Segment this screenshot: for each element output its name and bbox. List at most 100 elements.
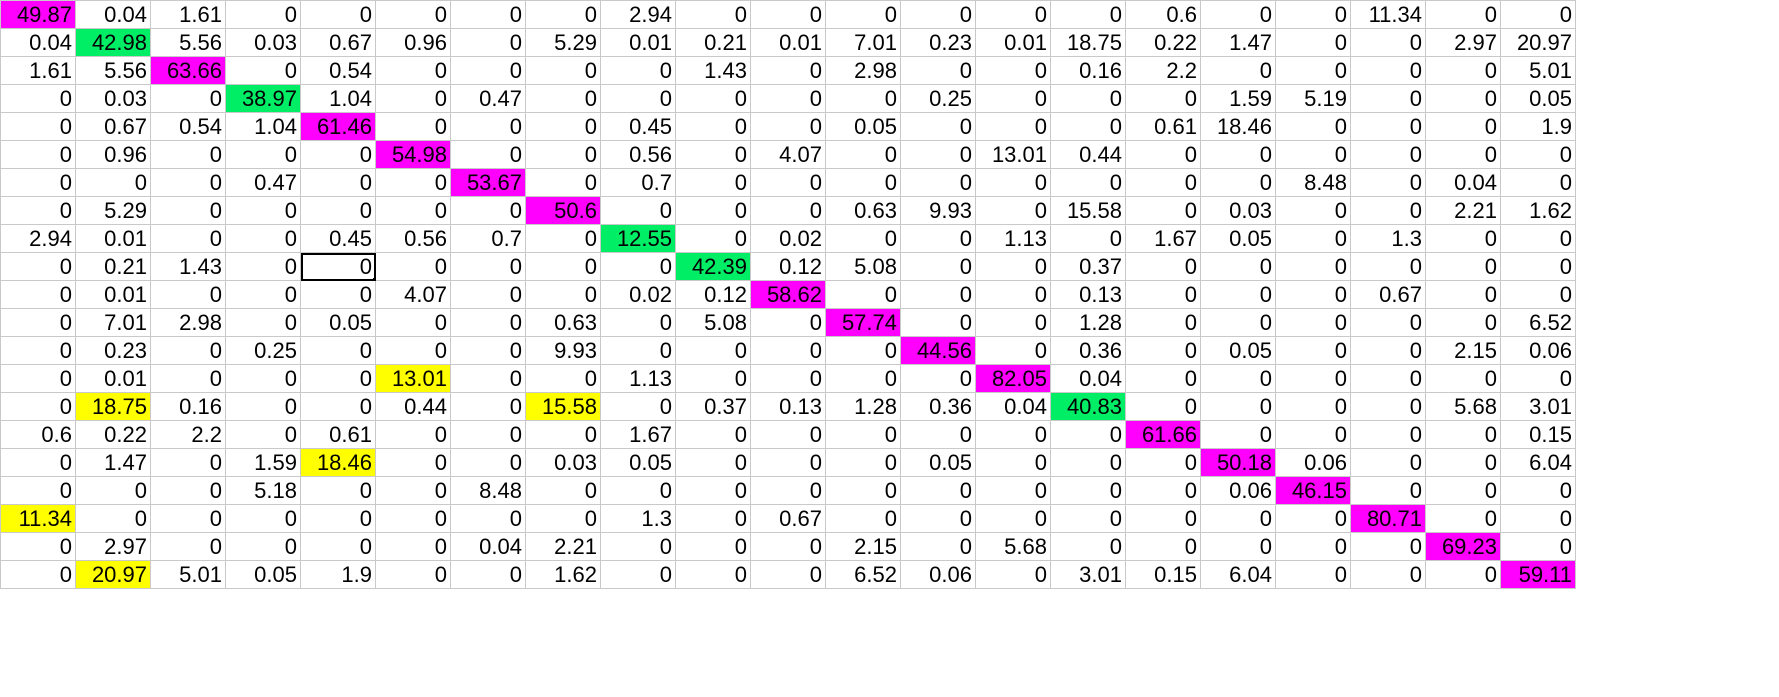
sheet-cell[interactable]: 0 [450,336,526,365]
sheet-cell[interactable]: 9.93 [900,196,976,225]
sheet-cell[interactable]: 0.67 [1350,280,1426,309]
sheet-cell[interactable]: 0 [1125,140,1201,169]
sheet-cell[interactable]: 0 [975,112,1051,141]
sheet-cell[interactable]: 0 [1350,560,1426,589]
sheet-cell[interactable]: 4.07 [750,140,826,169]
sheet-cell[interactable]: 0 [900,280,976,309]
sheet-cell[interactable]: 0 [1275,0,1351,29]
sheet-cell[interactable]: 0 [450,252,526,281]
sheet-cell[interactable]: 0.25 [225,336,301,365]
sheet-cell[interactable]: 1.61 [0,56,76,85]
sheet-cell[interactable]: 15.58 [525,392,601,421]
sheet-cell[interactable]: 0 [1200,56,1276,85]
sheet-cell[interactable]: 0 [1425,252,1501,281]
sheet-cell[interactable]: 0.02 [750,224,826,253]
sheet-cell[interactable]: 0 [1200,168,1276,197]
sheet-cell[interactable]: 20.97 [1500,28,1576,57]
sheet-cell[interactable]: 0 [450,56,526,85]
sheet-cell[interactable]: 0 [1425,504,1501,533]
sheet-cell[interactable]: 2.2 [150,420,226,449]
sheet-cell[interactable]: 0 [900,504,976,533]
sheet-cell[interactable]: 0 [0,448,76,477]
sheet-cell[interactable]: 0.13 [1050,280,1126,309]
sheet-cell[interactable]: 5.68 [1425,392,1501,421]
sheet-cell[interactable]: 0 [825,140,901,169]
sheet-cell[interactable]: 50.6 [525,196,601,225]
sheet-cell[interactable]: 8.48 [450,476,526,505]
sheet-cell[interactable]: 9.93 [525,336,601,365]
sheet-cell[interactable]: 0 [600,196,676,225]
sheet-cell[interactable]: 0 [675,476,751,505]
sheet-cell[interactable]: 0 [1350,28,1426,57]
sheet-cell[interactable]: 0 [225,392,301,421]
sheet-cell[interactable]: 0 [1050,224,1126,253]
sheet-cell[interactable]: 0 [450,448,526,477]
sheet-cell[interactable]: 0.61 [300,420,376,449]
sheet-cell[interactable]: 0 [1275,420,1351,449]
sheet-cell[interactable]: 0.16 [1050,56,1126,85]
sheet-cell[interactable]: 0 [225,0,301,29]
sheet-cell[interactable]: 0 [825,336,901,365]
sheet-cell[interactable]: 0 [375,476,451,505]
sheet-cell[interactable]: 0.25 [900,84,976,113]
sheet-cell[interactable]: 0 [1425,0,1501,29]
sheet-cell[interactable]: 0 [900,224,976,253]
sheet-cell[interactable]: 0 [1125,336,1201,365]
sheet-cell[interactable]: 0 [1350,336,1426,365]
sheet-cell[interactable]: 0 [1200,364,1276,393]
sheet-cell[interactable]: 1.61 [150,0,226,29]
sheet-cell[interactable]: 0 [600,336,676,365]
sheet-cell[interactable]: 0 [1350,308,1426,337]
sheet-cell[interactable]: 80.71 [1350,504,1426,533]
sheet-cell[interactable]: 0 [1500,364,1576,393]
sheet-cell[interactable]: 0 [225,196,301,225]
sheet-cell[interactable]: 0 [450,140,526,169]
sheet-cell[interactable]: 38.97 [225,84,301,113]
sheet-cell[interactable]: 0 [900,140,976,169]
sheet-cell[interactable]: 0 [0,252,76,281]
sheet-cell[interactable]: 0 [1425,84,1501,113]
sheet-cell[interactable]: 2.98 [150,308,226,337]
sheet-cell[interactable]: 0 [300,0,376,29]
sheet-cell[interactable]: 0 [1425,420,1501,449]
sheet-cell[interactable]: 44.56 [900,336,976,365]
sheet-cell[interactable]: 15.58 [1050,196,1126,225]
sheet-cell[interactable]: 0 [1350,140,1426,169]
sheet-cell[interactable]: 0.54 [150,112,226,141]
sheet-cell[interactable]: 0 [150,336,226,365]
sheet-cell[interactable]: 0 [1425,112,1501,141]
sheet-cell[interactable]: 0.04 [75,0,151,29]
sheet-cell[interactable]: 0 [975,168,1051,197]
sheet-cell[interactable]: 0 [675,336,751,365]
sheet-cell[interactable]: 0 [1200,420,1276,449]
sheet-cell[interactable]: 0.01 [600,28,676,57]
sheet-cell[interactable]: 0 [300,504,376,533]
sheet-cell[interactable]: 0 [1350,420,1426,449]
sheet-cell[interactable]: 0 [300,532,376,561]
sheet-cell[interactable]: 0 [1050,84,1126,113]
sheet-cell[interactable]: 0 [450,196,526,225]
sheet-cell[interactable]: 0.03 [1200,196,1276,225]
sheet-cell[interactable]: 0 [750,336,826,365]
sheet-cell[interactable]: 0 [150,476,226,505]
sheet-cell[interactable]: 0.06 [1275,448,1351,477]
sheet-cell[interactable]: 5.56 [75,56,151,85]
sheet-cell[interactable]: 18.46 [300,448,376,477]
sheet-cell[interactable]: 1.67 [600,420,676,449]
sheet-cell[interactable]: 0 [1350,196,1426,225]
sheet-cell[interactable]: 0.03 [225,28,301,57]
sheet-cell[interactable]: 0 [1350,112,1426,141]
sheet-cell[interactable]: 0 [375,56,451,85]
sheet-cell[interactable]: 0.56 [600,140,676,169]
sheet-cell[interactable]: 1.43 [150,252,226,281]
sheet-cell[interactable]: 0 [825,0,901,29]
sheet-cell[interactable]: 1.59 [225,448,301,477]
sheet-cell[interactable]: 61.66 [1125,420,1201,449]
sheet-cell[interactable]: 0 [1425,364,1501,393]
sheet-cell[interactable]: 0 [1350,56,1426,85]
sheet-cell[interactable]: 3.01 [1050,560,1126,589]
sheet-cell[interactable]: 0 [150,84,226,113]
sheet-cell[interactable]: 0 [1125,364,1201,393]
sheet-cell[interactable]: 18.75 [1050,28,1126,57]
sheet-cell[interactable]: 0 [1200,532,1276,561]
